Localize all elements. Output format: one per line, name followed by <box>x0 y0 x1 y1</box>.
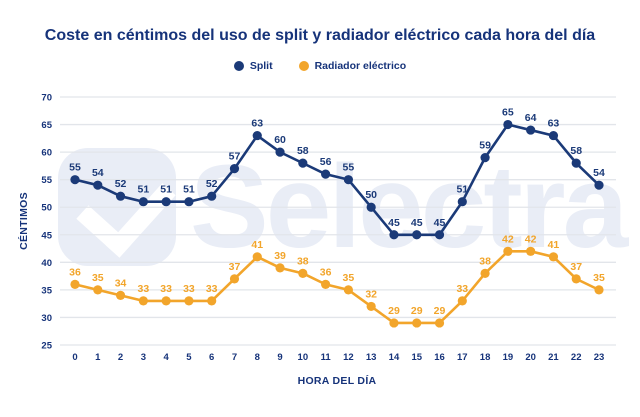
svg-text:52: 52 <box>115 178 127 190</box>
svg-text:33: 33 <box>456 283 468 295</box>
svg-text:56: 56 <box>320 156 332 168</box>
svg-text:18: 18 <box>480 352 491 363</box>
svg-text:51: 51 <box>138 184 150 196</box>
svg-text:29: 29 <box>411 305 423 317</box>
svg-text:45: 45 <box>388 217 400 229</box>
svg-text:9: 9 <box>277 352 282 363</box>
svg-text:7: 7 <box>232 352 237 363</box>
svg-text:35: 35 <box>41 285 52 296</box>
svg-text:35: 35 <box>593 272 605 284</box>
svg-text:2: 2 <box>118 352 123 363</box>
svg-text:52: 52 <box>206 178 218 190</box>
svg-text:29: 29 <box>434 305 446 317</box>
svg-text:20: 20 <box>525 352 536 363</box>
svg-text:33: 33 <box>138 283 150 295</box>
svg-text:25: 25 <box>41 341 52 352</box>
legend-label-radiador: Radiador eléctrico <box>314 60 407 72</box>
svg-text:34: 34 <box>115 277 127 289</box>
legend-label-split: Split <box>249 60 273 72</box>
svg-text:37: 37 <box>229 261 241 273</box>
svg-text:12: 12 <box>343 352 354 363</box>
radiador-series-dot-icon <box>298 61 309 71</box>
svg-text:42: 42 <box>502 233 514 245</box>
legend-item-split: Split <box>233 60 273 72</box>
svg-text:32: 32 <box>365 288 377 300</box>
svg-text:21: 21 <box>548 352 559 363</box>
svg-text:1: 1 <box>95 352 101 363</box>
svg-text:54: 54 <box>593 167 605 179</box>
svg-text:41: 41 <box>548 239 560 251</box>
svg-text:3: 3 <box>141 352 146 363</box>
svg-text:6: 6 <box>209 352 214 363</box>
svg-text:55: 55 <box>41 175 52 186</box>
svg-text:35: 35 <box>92 272 104 284</box>
svg-text:51: 51 <box>160 184 172 196</box>
split-series-dot-icon <box>233 61 244 71</box>
svg-text:8: 8 <box>255 352 260 363</box>
svg-text:33: 33 <box>160 283 172 295</box>
svg-text:60: 60 <box>41 148 52 159</box>
svg-text:13: 13 <box>366 352 377 363</box>
svg-text:51: 51 <box>456 184 468 196</box>
svg-text:65: 65 <box>41 120 52 131</box>
svg-text:58: 58 <box>297 145 309 157</box>
svg-text:14: 14 <box>389 352 400 363</box>
svg-text:70: 70 <box>41 93 52 104</box>
svg-text:60: 60 <box>274 134 286 146</box>
svg-text:58: 58 <box>570 145 582 157</box>
svg-text:33: 33 <box>206 283 218 295</box>
svg-text:51: 51 <box>183 184 195 196</box>
svg-text:50: 50 <box>41 203 52 214</box>
svg-text:16: 16 <box>434 352 445 363</box>
svg-text:55: 55 <box>343 162 355 174</box>
svg-text:33: 33 <box>183 283 195 295</box>
svg-text:41: 41 <box>251 239 263 251</box>
svg-text:5: 5 <box>186 352 192 363</box>
chart-legend: Split Radiador eléctrico <box>0 60 640 72</box>
svg-text:59: 59 <box>479 140 491 152</box>
svg-text:4: 4 <box>163 352 169 363</box>
svg-text:57: 57 <box>229 151 241 163</box>
svg-text:35: 35 <box>343 272 355 284</box>
svg-text:23: 23 <box>594 352 605 363</box>
svg-text:40: 40 <box>41 258 52 269</box>
svg-text:45: 45 <box>41 230 52 241</box>
svg-text:38: 38 <box>479 255 491 267</box>
y-axis-title: CÉNTIMOS <box>17 192 30 250</box>
svg-text:55: 55 <box>69 162 81 174</box>
svg-text:37: 37 <box>570 261 582 273</box>
svg-text:15: 15 <box>411 352 422 363</box>
svg-text:11: 11 <box>321 352 332 363</box>
svg-text:36: 36 <box>69 266 81 278</box>
svg-text:63: 63 <box>548 118 560 130</box>
x-axis-title: HORA DEL DÍA <box>298 374 377 387</box>
svg-text:39: 39 <box>274 250 286 262</box>
svg-text:54: 54 <box>92 167 104 179</box>
legend-item-radiador: Radiador eléctrico <box>298 60 407 72</box>
svg-text:63: 63 <box>251 118 263 130</box>
svg-text:45: 45 <box>411 217 423 229</box>
svg-text:17: 17 <box>457 352 468 363</box>
svg-text:45: 45 <box>434 217 446 229</box>
svg-text:22: 22 <box>571 352 582 363</box>
svg-text:19: 19 <box>503 352 514 363</box>
svg-text:36: 36 <box>320 266 332 278</box>
svg-text:29: 29 <box>388 305 400 317</box>
chart-title: Coste en céntimos del uso de split y rad… <box>44 27 596 44</box>
svg-text:0: 0 <box>72 352 77 363</box>
svg-text:42: 42 <box>525 233 537 245</box>
svg-text:30: 30 <box>41 313 52 324</box>
svg-text:50: 50 <box>365 189 377 201</box>
svg-text:10: 10 <box>298 352 309 363</box>
svg-text:64: 64 <box>525 112 537 124</box>
svg-text:38: 38 <box>297 255 309 267</box>
svg-text:65: 65 <box>502 107 514 119</box>
